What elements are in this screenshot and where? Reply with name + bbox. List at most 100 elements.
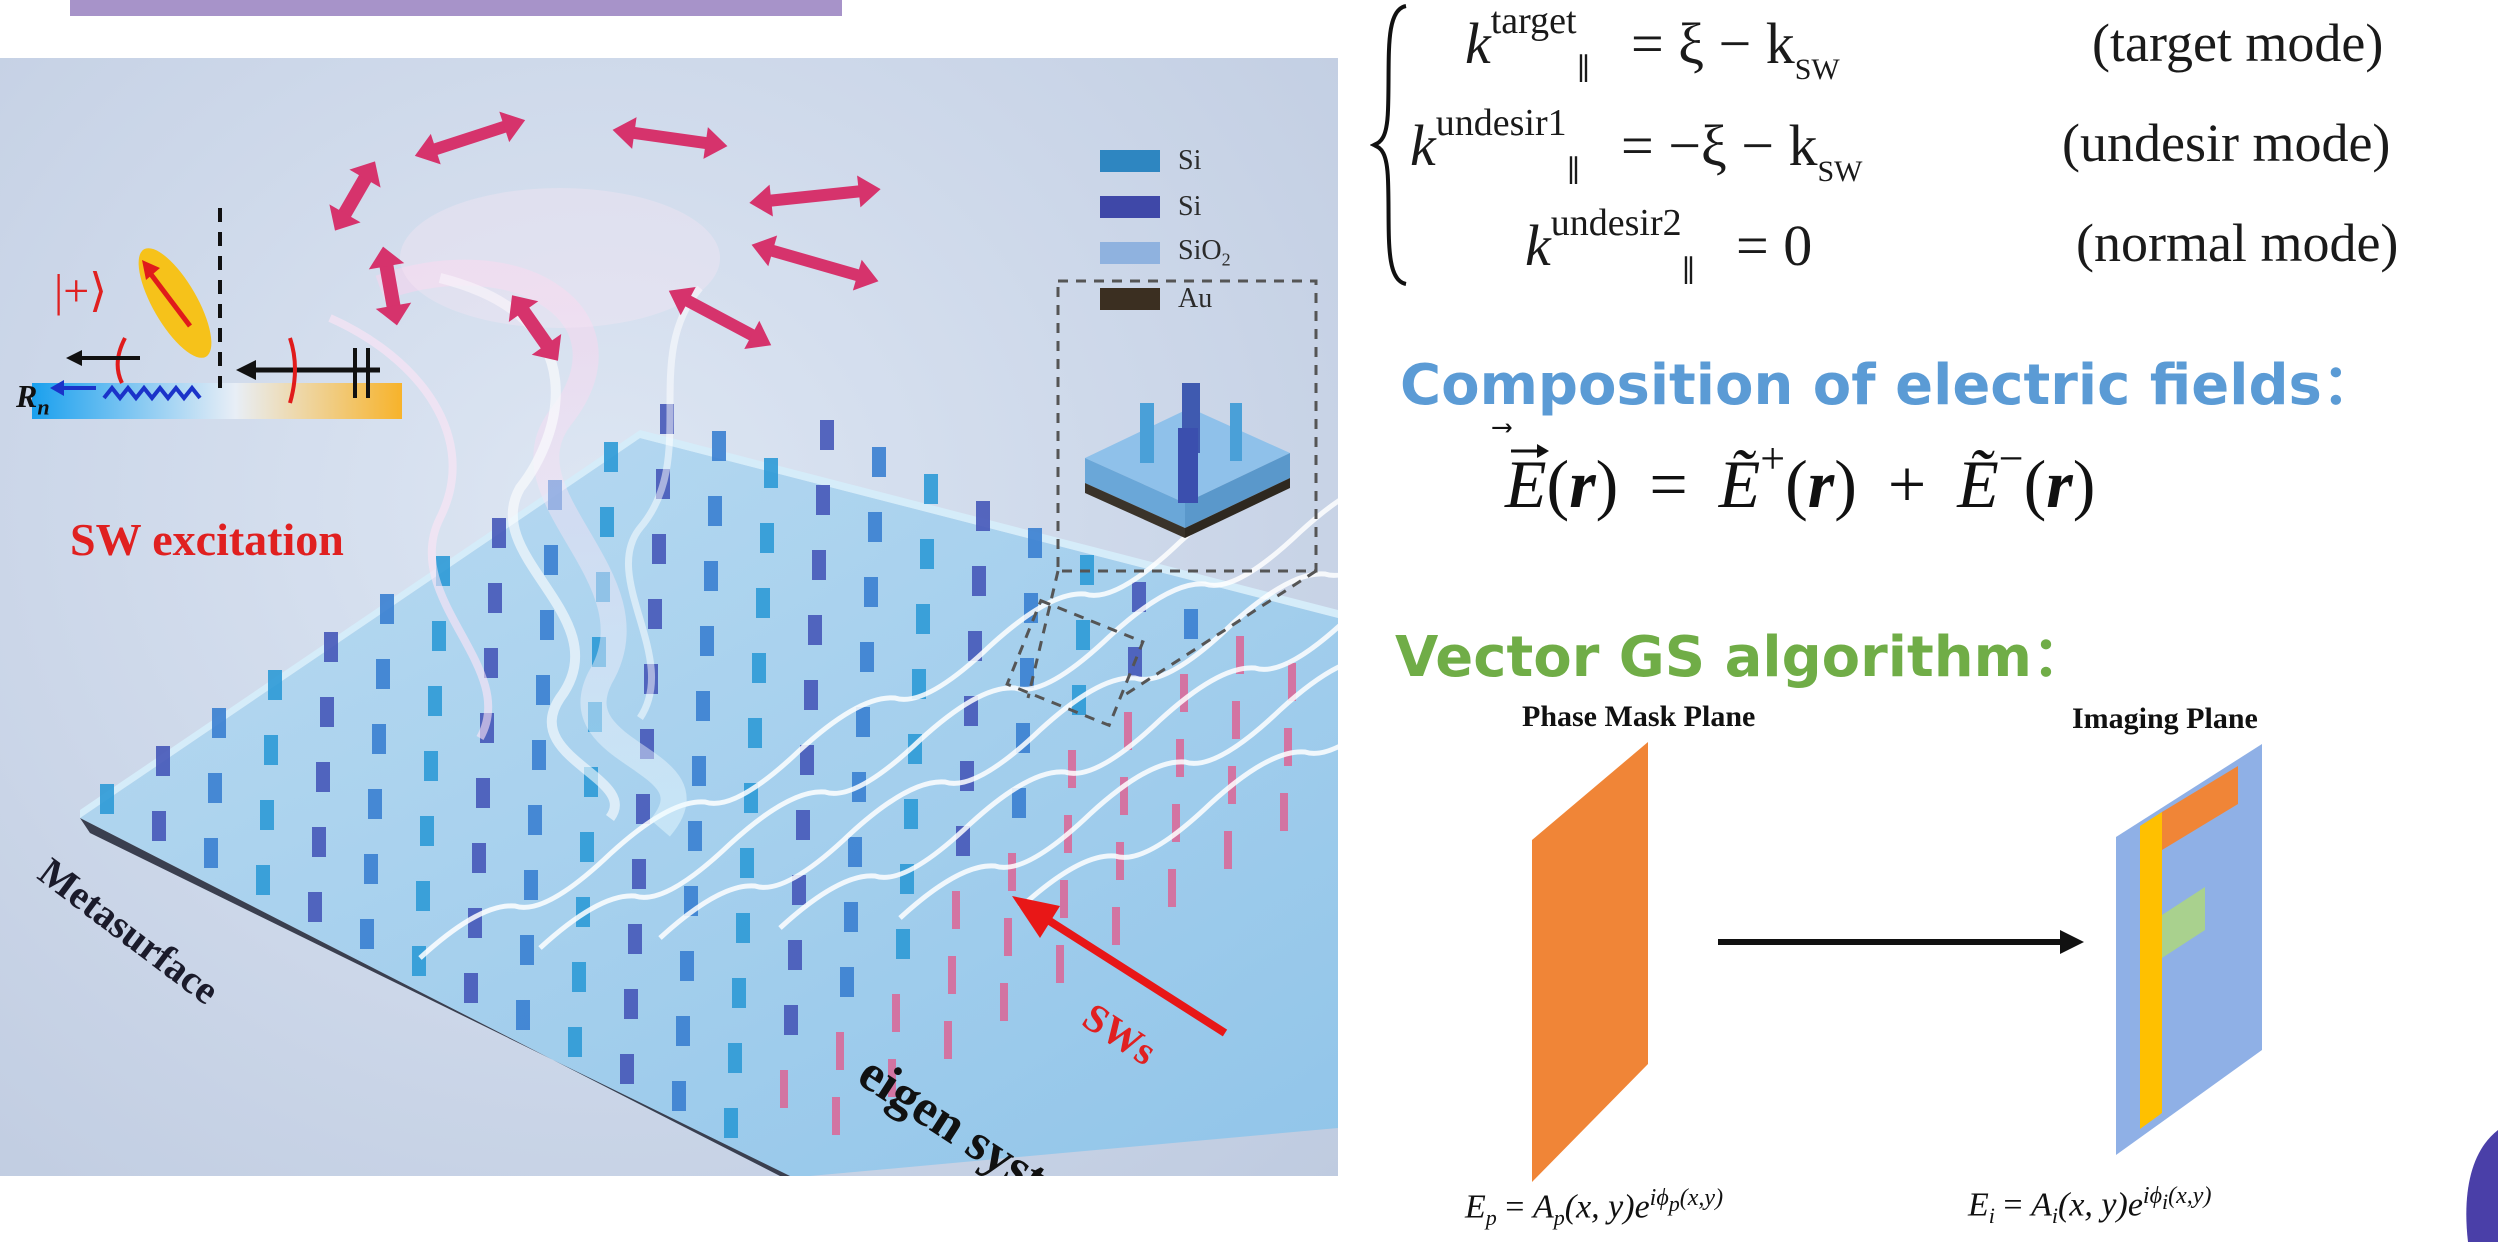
legend-swatch [1100, 196, 1160, 218]
phase-mask-plane [1532, 742, 1648, 1182]
efield-equation: ⃗ E (r) = Ẽ+(r) + Ẽ−(r) [1505, 434, 2096, 523]
nanopillar [836, 1032, 844, 1070]
ket-state-label: |+⟩ [54, 265, 108, 316]
polarization-arrows [329, 111, 881, 361]
nanopillar [1132, 582, 1146, 612]
nanopillar [572, 962, 586, 992]
rn-label: Rn [16, 378, 50, 420]
nanopillar [728, 1043, 742, 1073]
nanopillar [544, 545, 558, 575]
nanopillar [704, 561, 718, 591]
nanopillar [312, 827, 326, 857]
surface-wave [418, 487, 1276, 960]
nanopillar [676, 1016, 690, 1046]
nanopillar [724, 1108, 738, 1138]
nanopillar [812, 550, 826, 580]
surface-wave [1018, 744, 1338, 910]
nanopillar [1020, 658, 1034, 688]
nanopillar [268, 670, 282, 700]
nanopillar [820, 420, 834, 450]
nanopillar [316, 762, 330, 792]
legend-label: Si [1178, 191, 1202, 222]
nanopillar [672, 1081, 686, 1111]
vortex-beam [328, 188, 720, 837]
nanopillar [320, 697, 334, 727]
surface-waves [418, 487, 1338, 960]
nanopillar [580, 832, 594, 862]
nanopillar [856, 707, 870, 737]
nanopillar [976, 501, 990, 531]
metasurface-illustration: Si Si SiO2 Au |+⟩ Rn SW excitation Metasurf… [0, 58, 1338, 1176]
nanopillar [800, 745, 814, 775]
nanopillar [492, 518, 506, 548]
imaging-plane [2116, 744, 2262, 1155]
nanopillar [780, 1070, 788, 1108]
nanopillar [1284, 728, 1292, 766]
left-brace [1370, 4, 1407, 286]
nanopillar [1236, 636, 1244, 674]
nanopillar [636, 794, 650, 824]
nanopillar [520, 935, 534, 965]
nanopillar [628, 924, 642, 954]
vector-arrow-mark [1511, 444, 1549, 458]
nanopillar [688, 821, 702, 851]
nanopillar [100, 784, 114, 814]
nanopillar [540, 610, 554, 640]
nanopillar [1120, 777, 1128, 815]
surface-wave [538, 498, 1338, 950]
nanopillar [896, 929, 910, 959]
nanopillar [416, 881, 430, 911]
legend-label: Si [1178, 145, 1202, 176]
nanopillar [412, 946, 426, 976]
nanopillar [1012, 788, 1026, 818]
nanopillar [888, 1059, 896, 1097]
nanopillar [524, 870, 538, 900]
nanopillar [156, 746, 170, 776]
nanopillar [432, 621, 446, 651]
nanopillar [324, 632, 338, 662]
nanopillar [308, 892, 322, 922]
nanopillar [944, 1021, 952, 1059]
undesir-mode-label: (undesir mode) [2062, 113, 2391, 173]
nanopillar [792, 875, 806, 905]
nanopillar [1124, 712, 1132, 750]
legend-item: Si [1100, 184, 1270, 230]
nanopillar [212, 708, 226, 738]
nanopillar [1004, 918, 1012, 956]
nanopillar [752, 653, 766, 683]
nanopillar [756, 588, 770, 618]
composition-heading: Composition of electric fields： [1400, 353, 2378, 418]
nanopillar [528, 805, 542, 835]
nanopillar [360, 919, 374, 949]
propagation-arrow [2060, 930, 2084, 954]
nanopillar [624, 989, 638, 1019]
nanopillar [568, 1027, 582, 1057]
equation-undesir1: kundesir1∥ = −ξ − kSW [1410, 102, 1863, 188]
nanopillar [260, 800, 274, 830]
nanopillar [1112, 907, 1120, 945]
nanopillar [804, 680, 818, 710]
sw-excitation-label: SW excitation [70, 514, 344, 565]
legend-item: SiO2 [1100, 230, 1270, 276]
nanopillar [620, 1054, 634, 1084]
surface-wave [898, 664, 1338, 920]
nanopillar [1172, 804, 1180, 842]
nanopillar [1056, 945, 1064, 983]
nanopillar [1224, 831, 1232, 869]
nanopillar [372, 724, 386, 754]
nanopillar [484, 648, 498, 678]
target-mode-label: (target mode) [2092, 13, 2384, 73]
nanopillar [380, 594, 394, 624]
equation-undesir2: kundesir2∥ = 0 [1525, 202, 1813, 288]
nanopillar [428, 686, 442, 716]
nanopillar [1116, 842, 1124, 880]
unit-cell-callout [1005, 279, 1318, 728]
sw-excitation-inset [32, 208, 402, 419]
legend-item: Si [1100, 138, 1270, 184]
nanopillar [1176, 739, 1184, 777]
nanopillar [872, 447, 886, 477]
nanopillar [516, 1000, 530, 1030]
nanopillar [264, 735, 278, 765]
legend-swatch [1100, 150, 1160, 172]
illustration-canvas [32, 111, 1338, 1176]
